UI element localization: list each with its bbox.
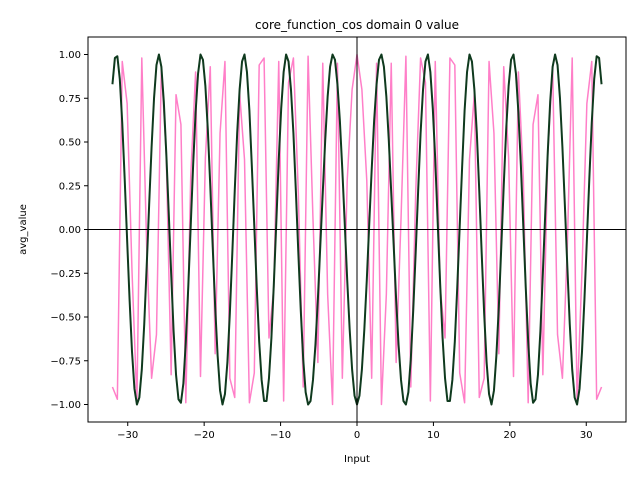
y-axis-label: avg_value — [18, 204, 29, 255]
y-tick-label: −0.50 — [50, 313, 81, 324]
plot-area — [88, 37, 626, 422]
y-tick-label: −0.75 — [50, 356, 81, 367]
x-tick-label: 30 — [580, 430, 593, 441]
x-tick-label: 10 — [427, 430, 440, 441]
x-tick-label: 20 — [503, 430, 516, 441]
x-tick-label: −30 — [117, 430, 138, 441]
y-tick-label: 0.75 — [59, 94, 81, 105]
y-tick-label: −0.25 — [50, 269, 81, 280]
y-tick-label: −1.00 — [50, 400, 81, 411]
y-tick-label: 0.25 — [59, 181, 81, 192]
axis-ticks: −30 −20 −10 0 10 20 30 −1.00 −0.75 −0.50 −0.25 0.00… — [50, 50, 592, 441]
y-tick-label: 0.00 — [59, 225, 81, 236]
x-axis-label: Input — [344, 454, 370, 465]
x-tick-label: 0 — [354, 430, 360, 441]
y-tick-label: 0.50 — [59, 138, 81, 149]
x-tick-label: −10 — [270, 430, 291, 441]
y-tick-label: 1.00 — [59, 50, 81, 61]
chart-title: core_function_cos domain 0 value — [255, 18, 459, 32]
x-tick-label: −20 — [194, 430, 215, 441]
